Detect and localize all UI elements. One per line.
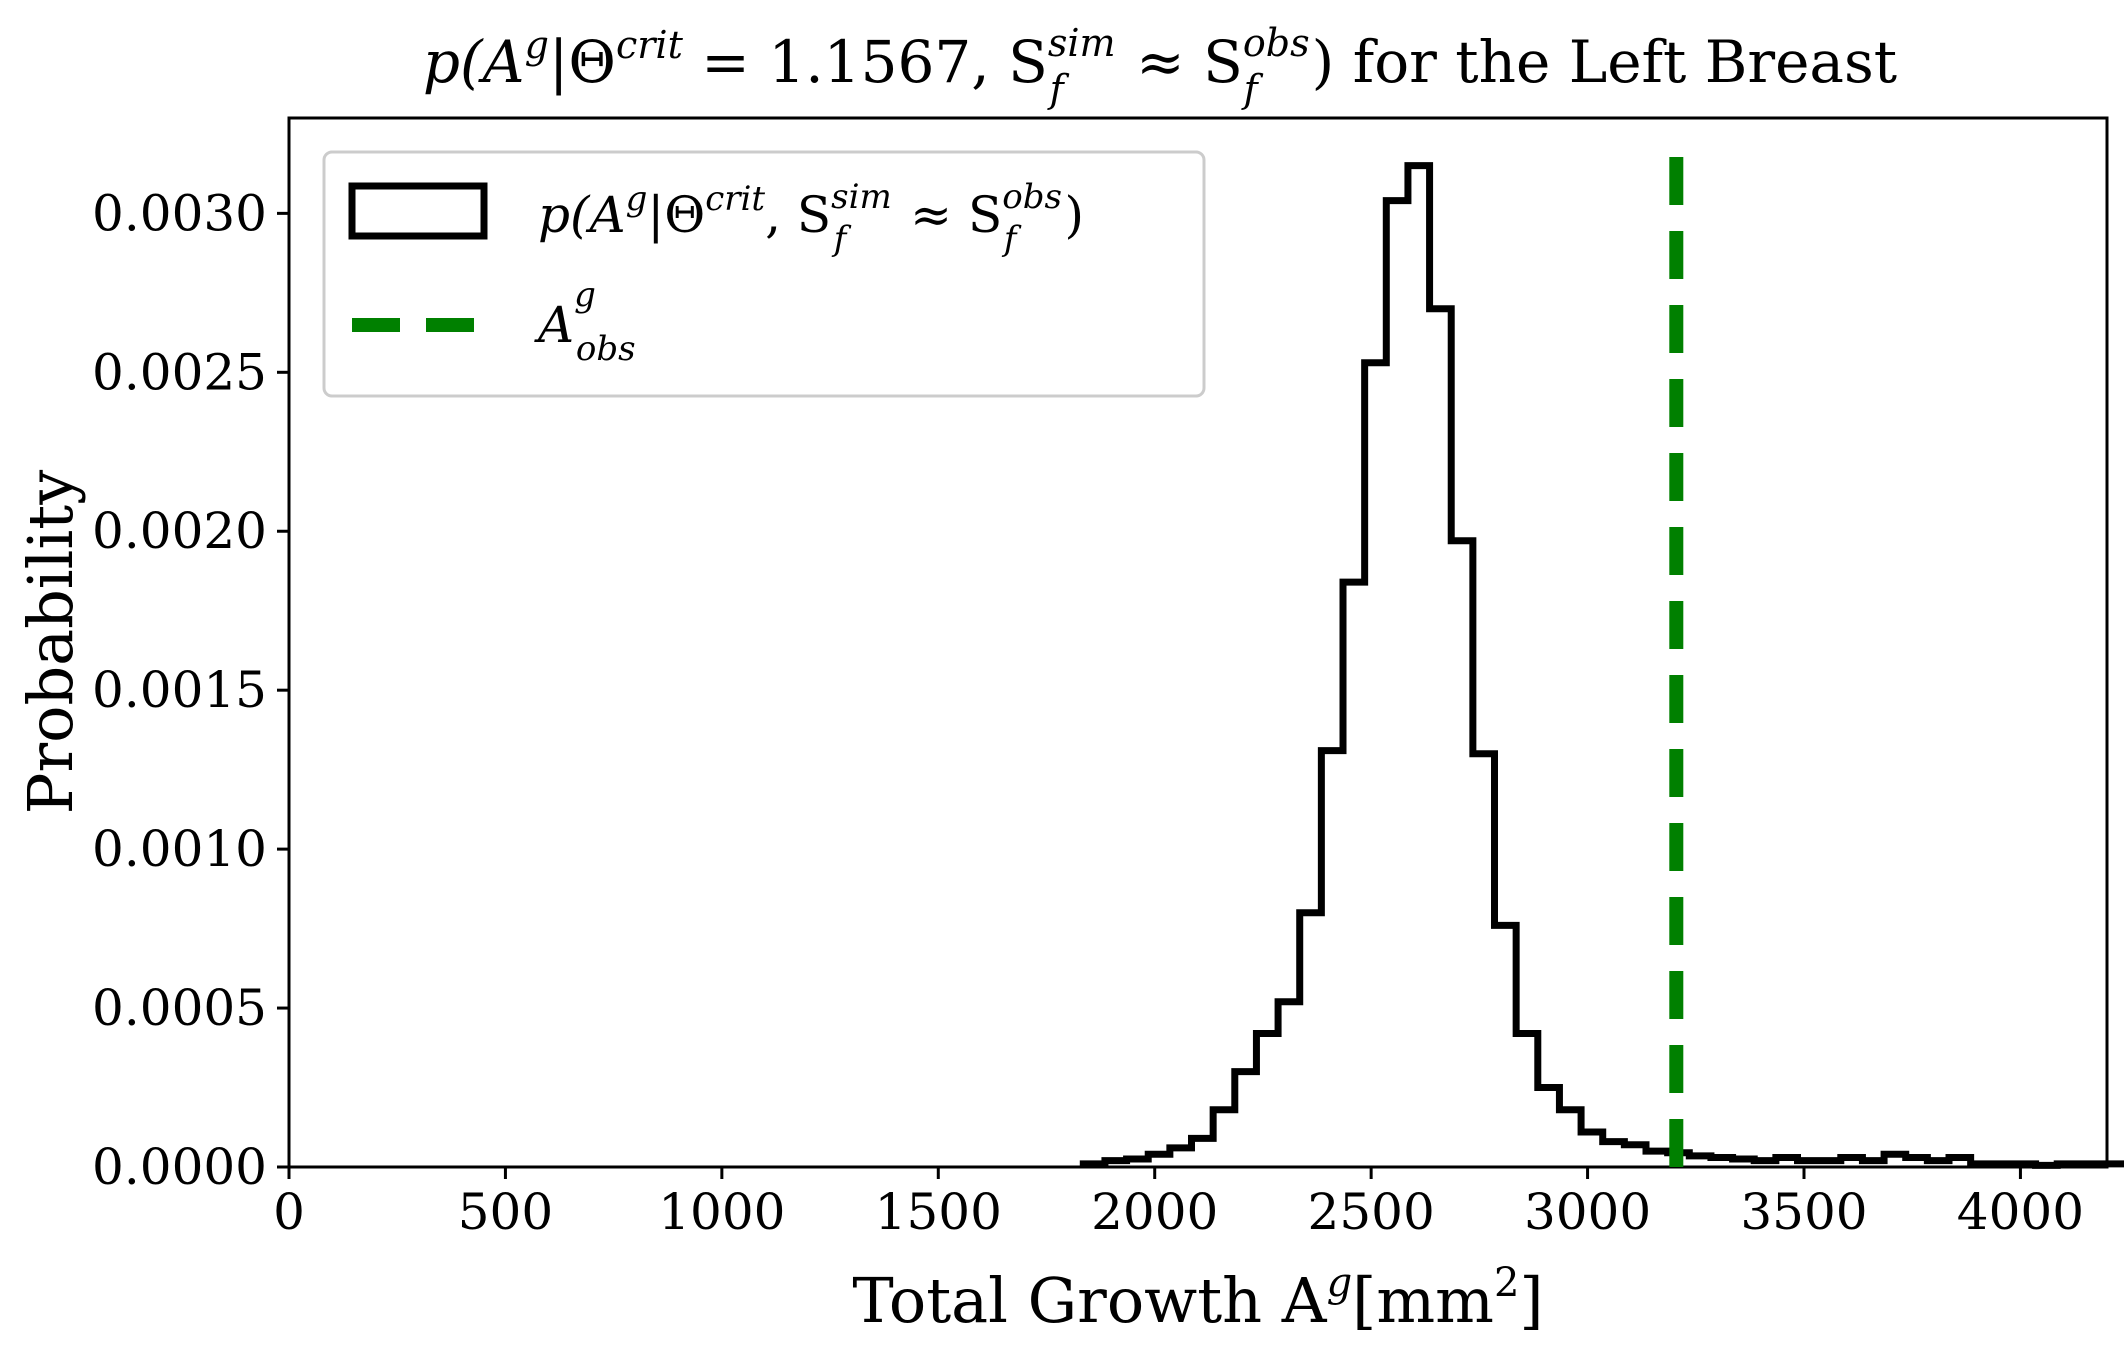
y-tick-label: 0.0005	[92, 979, 267, 1037]
legend: p(Ag|Θcrit, Ssim f ≈ Sobs f) Ag obs	[322, 150, 1206, 398]
x-tick-label: 500	[458, 1183, 553, 1241]
x-tick-label: 0	[273, 1183, 305, 1241]
legend-histogram-label: p(Ag|Θcrit, Ssim f ≈ Sobs f)	[538, 177, 1084, 259]
y-tick-label: 0.0015	[92, 661, 267, 719]
x-tick-label: 3500	[1740, 1183, 1867, 1241]
x-tick-label: 2500	[1308, 1183, 1435, 1241]
x-tick-label: 1000	[658, 1183, 785, 1241]
y-axis-title: Probability	[14, 470, 87, 814]
x-tick-label: 2000	[1091, 1183, 1218, 1241]
y-tick-label: 0.0030	[92, 184, 267, 242]
x-axis-title: Total Growth Ag[mm2]	[852, 1260, 1543, 1337]
plot-area	[287, 116, 2109, 1169]
y-tick-label: 0.0000	[92, 1138, 267, 1196]
legend-observed-label: Ag obs	[534, 275, 636, 369]
chart-title: p(Ag|Θcrit = 1.1567, Ssim f ≈ Sobs f) for …	[423, 21, 1897, 111]
y-tick-label: 0.0010	[92, 820, 267, 878]
y-axis-ticks: 0.0000 0.0005 0.0010 0.0015 0.0020 0.0025 0.00…	[92, 184, 289, 1196]
histogram-series	[1079, 162, 2124, 1169]
legend-box	[322, 150, 1206, 398]
legend-histogram-swatch	[348, 182, 488, 240]
x-tick-label: 4000	[1957, 1183, 2084, 1241]
x-axis-ticks: 0 500 1000 1500 2000 2500 3000 3500 4000	[273, 1167, 2084, 1241]
y-tick-label: 0.0025	[92, 343, 267, 401]
x-tick-label: 1500	[875, 1183, 1002, 1241]
x-tick-label: 3000	[1524, 1183, 1651, 1241]
y-tick-label: 0.0020	[92, 502, 267, 560]
